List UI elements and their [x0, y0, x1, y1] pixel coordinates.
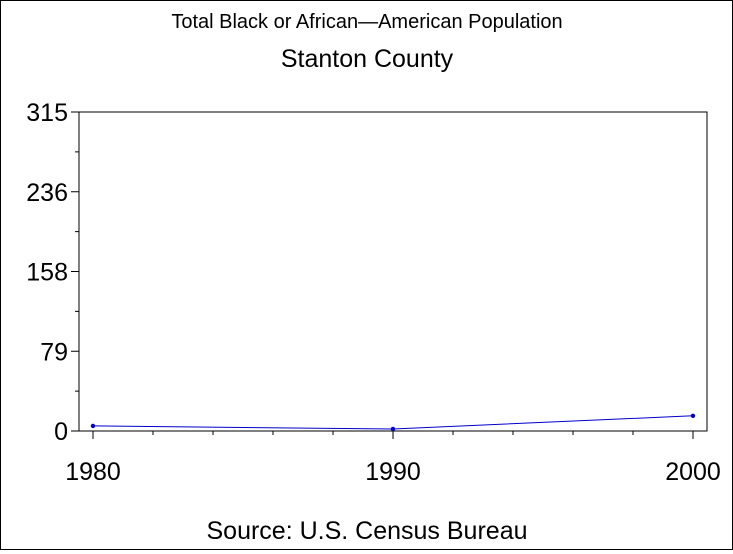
y-axis: 0 79 158 236 315: [26, 99, 79, 446]
chart-subtitle: Stanton County: [281, 45, 454, 73]
y-tick-label: 79: [40, 338, 68, 366]
x-tick-label: 2000: [665, 458, 721, 486]
data-point: [690, 413, 696, 419]
y-tick-label: 0: [54, 418, 68, 446]
x-tick-label: 1990: [365, 458, 421, 486]
data-point: [90, 423, 96, 429]
plot-area-frame: [78, 111, 708, 432]
y-tick-label: 236: [26, 179, 68, 207]
data-point: [390, 426, 396, 432]
x-tick-label: 1980: [65, 458, 121, 486]
source-footnote: Source: U.S. Census Bureau: [207, 517, 528, 545]
series-layer: [90, 413, 696, 432]
y-tick-label: 158: [26, 259, 68, 287]
y-tick-label: 315: [26, 99, 68, 127]
x-axis: 1980 1990 2000: [65, 431, 721, 486]
chart-title: Total Black or African—American Populati…: [171, 11, 562, 33]
